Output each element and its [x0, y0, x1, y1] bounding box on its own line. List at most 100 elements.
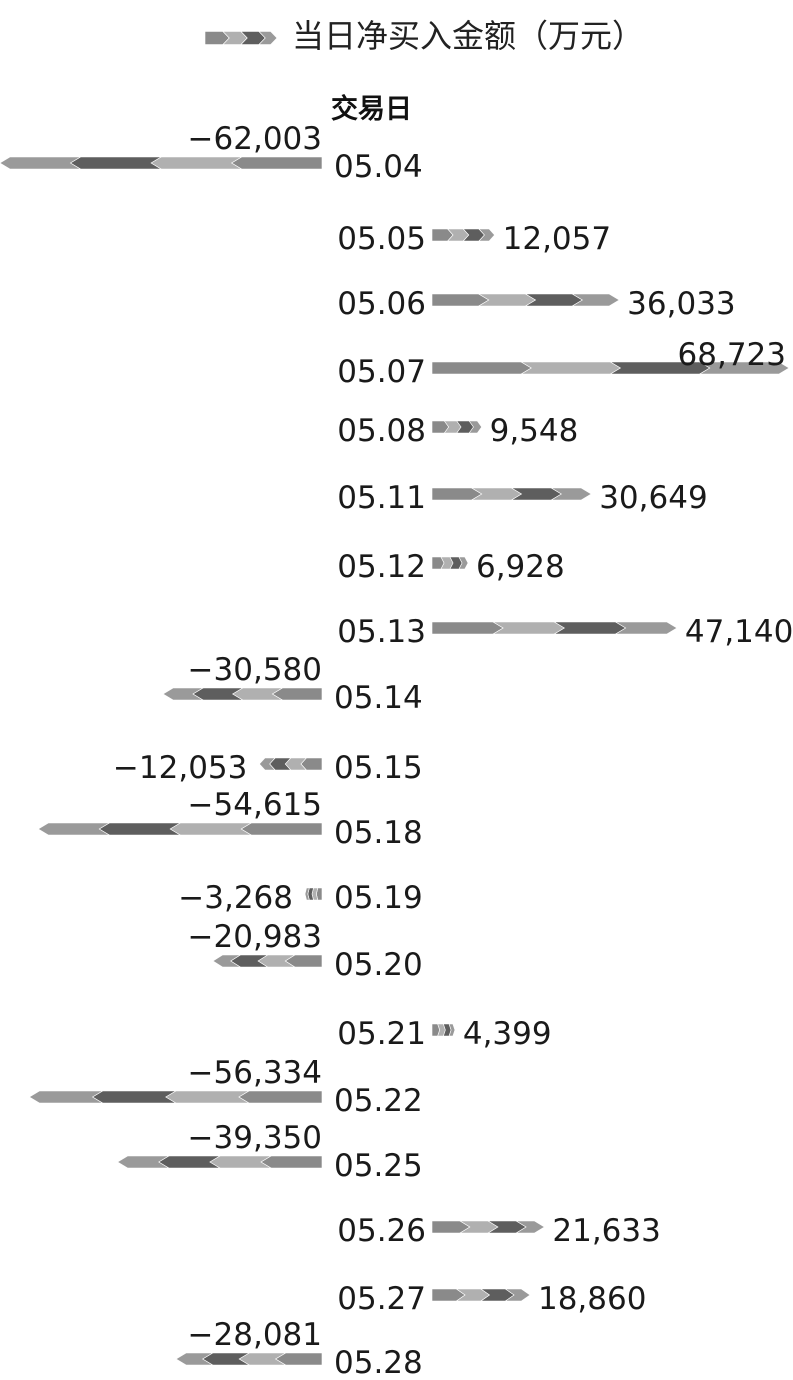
data-labels: −62,003 12,057 36,033 68,723 9,548 30,649 6,92…: [113, 121, 793, 1353]
bar-segment: [175, 1352, 214, 1366]
data-label: 4,399: [463, 1016, 552, 1052]
bar: [431, 420, 482, 434]
bar: [431, 293, 620, 307]
bar: [28, 1090, 323, 1104]
category-tick-label: 05.18: [334, 815, 423, 851]
bar-segment: [304, 887, 310, 901]
bar: [431, 621, 678, 635]
bar-segment: [571, 293, 620, 307]
category-tick-label: 05.28: [334, 1345, 423, 1380]
legend: 当日净买入金额（万元）: [204, 17, 644, 55]
data-label: −56,334: [188, 1055, 322, 1091]
bar: [162, 687, 323, 701]
data-label: 30,649: [599, 480, 707, 516]
bar: [431, 1220, 545, 1234]
bar-segment: [117, 1155, 170, 1169]
bar-segment: [165, 1090, 250, 1104]
bar-segment: [150, 156, 243, 170]
bar-segment: [550, 487, 592, 501]
bar-segment: [504, 1288, 531, 1302]
category-tick-label: 05.06: [337, 286, 426, 322]
category-tick-label: 05.13: [337, 614, 426, 650]
bar-segment: [553, 621, 627, 635]
bar: [431, 487, 592, 501]
data-label: 47,140: [685, 614, 793, 650]
legend-label: 当日净买入金额（万元）: [292, 17, 644, 55]
category-tick-label: 05.19: [334, 880, 423, 916]
legend-swatch-segment: [258, 31, 278, 45]
bar-segment: [431, 293, 490, 307]
bar-segment: [212, 954, 242, 968]
bar-segment: [448, 1023, 456, 1037]
data-label: −20,983: [188, 919, 322, 955]
bar-segment: [162, 687, 204, 701]
bar-segment: [258, 757, 276, 771]
bar: [431, 1023, 456, 1037]
data-label: 9,548: [490, 413, 579, 449]
bar: [0, 156, 323, 170]
category-tick-label: 05.27: [337, 1281, 426, 1317]
category-tick-label: 05.05: [337, 221, 426, 257]
data-label: 36,033: [627, 286, 735, 322]
bar-segment: [698, 361, 790, 375]
bar: [431, 228, 496, 242]
bar-segment: [28, 1090, 104, 1104]
bar-segment: [431, 361, 532, 375]
bar-segment: [515, 1220, 545, 1234]
bar-segment: [240, 822, 323, 836]
bar-segment: [614, 621, 678, 635]
bar-segment: [520, 361, 622, 375]
bar-segment: [431, 621, 504, 635]
category-tick-label: 05.26: [337, 1213, 426, 1249]
data-label: −54,615: [188, 787, 322, 823]
data-label: 68,723: [678, 337, 786, 373]
bar: [37, 822, 323, 836]
bar-segment: [238, 1090, 323, 1104]
data-label: −39,350: [188, 1120, 322, 1156]
bar: [175, 1352, 323, 1366]
bar-segment: [37, 822, 111, 836]
data-label: 18,860: [538, 1281, 646, 1317]
category-tick-label: 05.15: [334, 750, 423, 786]
data-label: −30,580: [188, 652, 322, 688]
category-tick-label: 05.14: [334, 680, 423, 716]
bar-segment: [458, 556, 469, 570]
bar-segment: [169, 822, 253, 836]
category-tick-label: 05.21: [337, 1016, 426, 1052]
bar: [258, 757, 323, 771]
bar-segment: [230, 156, 323, 170]
bar-segment: [492, 621, 565, 635]
bar: [431, 361, 790, 375]
data-label: 21,633: [552, 1213, 660, 1249]
data-label: 12,057: [503, 221, 611, 257]
category-tick-label: 05.07: [337, 354, 426, 390]
bars-group: [0, 156, 790, 1366]
bar: [431, 1288, 531, 1302]
bar: [304, 887, 323, 901]
category-tick-label: 05.25: [334, 1148, 423, 1184]
category-tick-label: 05.12: [337, 549, 426, 585]
legend-swatch: [204, 31, 278, 45]
category-tick-label: 05.20: [334, 947, 423, 983]
data-label: −3,268: [178, 880, 293, 916]
category-tick-label: 05.04: [334, 149, 423, 185]
bar-segment: [98, 822, 182, 836]
bar-segment: [478, 228, 496, 242]
bar: [212, 954, 323, 968]
category-axis-title: 交易日: [331, 93, 412, 125]
bar-segment: [260, 1155, 323, 1169]
data-label: −28,081: [188, 1317, 322, 1353]
category-tick-label: 05.11: [337, 480, 426, 516]
data-label: −62,003: [188, 121, 322, 157]
bar: [431, 556, 469, 570]
data-label: 6,928: [476, 549, 565, 585]
category-tick-labels: 05.04 05.05 05.06 05.07 05.08 05.11 05.12 05.13…: [334, 149, 426, 1380]
data-label: −12,053: [113, 750, 247, 786]
category-tick-label: 05.22: [334, 1083, 423, 1119]
bar-segment: [91, 1090, 177, 1104]
bar: [117, 1155, 323, 1169]
bar-segment: [468, 420, 482, 434]
category-tick-label: 05.08: [337, 413, 426, 449]
bar-segment: [69, 156, 163, 170]
